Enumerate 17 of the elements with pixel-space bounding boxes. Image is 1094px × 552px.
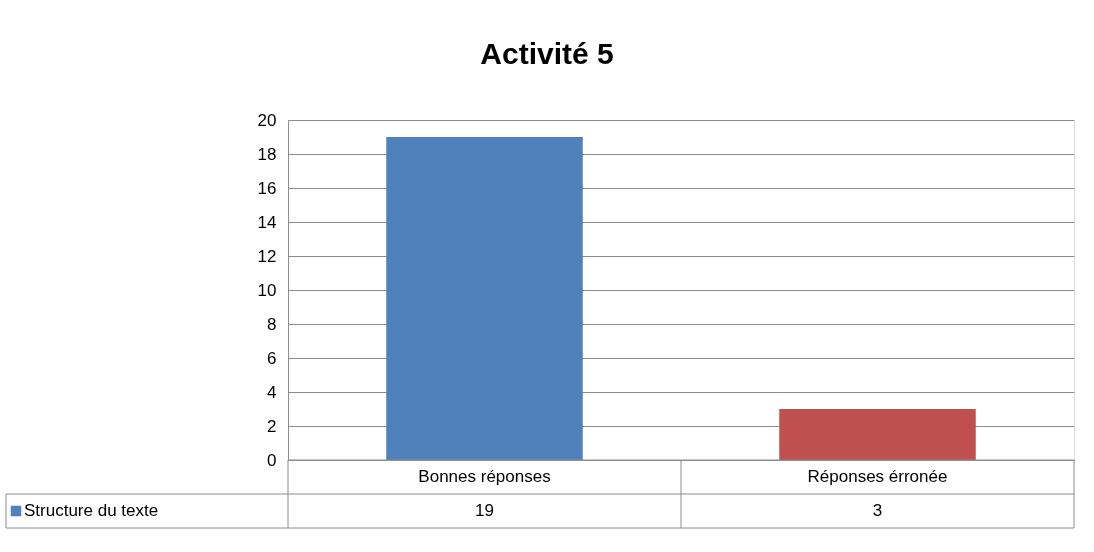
y-tick-label: 16 (257, 178, 277, 198)
y-tick-label: 14 (257, 212, 277, 232)
y-tick-label: 10 (257, 280, 277, 300)
data-label: 19 (475, 501, 494, 520)
data-label: 3 (872, 501, 883, 520)
y-tick-label: 6 (267, 348, 277, 368)
y-tick-label: 18 (257, 144, 277, 164)
y-tick-label: 0 (267, 450, 277, 470)
y-tick-label: 4 (267, 382, 277, 402)
y-tick-label: 2 (267, 416, 277, 436)
chart-title: Activité 5 (480, 37, 614, 70)
y-tick-label: 20 (257, 110, 277, 130)
y-tick-label: 12 (257, 246, 277, 266)
y-tick-label: 8 (267, 314, 277, 334)
x-tick-label: Réponses érronée (807, 467, 948, 486)
x-tick-label: Bonnes réponses (418, 467, 551, 486)
legend-label: Structure du texte (24, 501, 159, 520)
